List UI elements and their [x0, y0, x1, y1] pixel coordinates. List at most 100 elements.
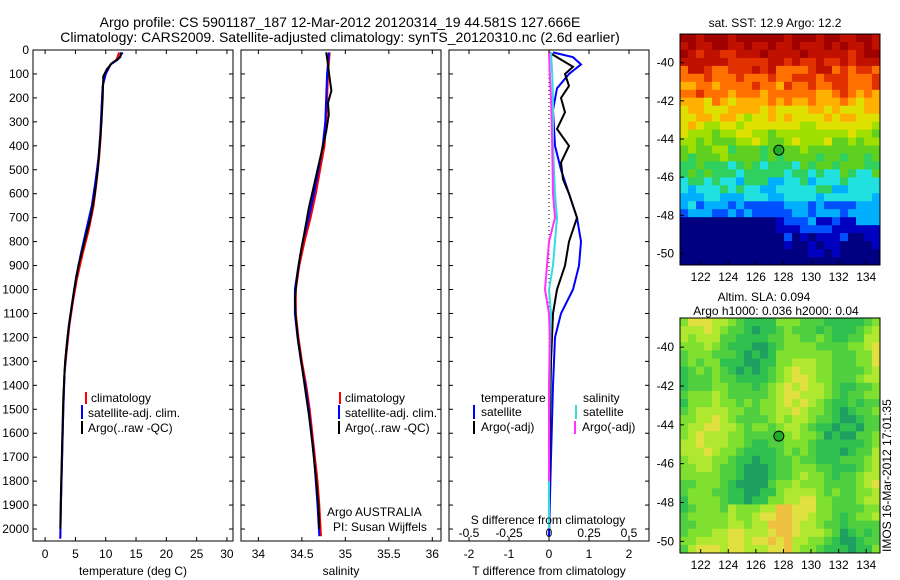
sla-cell [800, 407, 809, 416]
sla-cell [720, 431, 729, 441]
sla-cell [784, 520, 793, 530]
sla-cell [744, 342, 753, 351]
sla-cell [744, 407, 753, 416]
sst-cell [768, 105, 777, 115]
sst-cell [696, 209, 705, 218]
x-tick-label: -1 [504, 547, 515, 561]
sst-cell [688, 225, 697, 234]
sla-cell [704, 488, 713, 497]
sst-cell [808, 129, 817, 139]
imos-timestamp-caption: IMOS 16-Mar-2012 17:01:35 [880, 399, 894, 552]
sst-cell [808, 65, 817, 75]
sla-cell [840, 423, 849, 432]
sla-cell [680, 472, 689, 481]
sst-cell [760, 241, 769, 250]
series-argo-raw-qc- [59, 52, 122, 530]
sla-cell [744, 528, 753, 538]
x-tick-label: 0 [546, 547, 553, 561]
map-y-tick-label: -42 [657, 379, 675, 393]
sla-cell [744, 480, 753, 489]
sst-cell [776, 209, 785, 218]
depth-tick-label: 100 [9, 67, 29, 81]
sla-cell [864, 326, 873, 335]
map-y-tick-label: -50 [657, 534, 675, 548]
sla-cell [832, 447, 841, 457]
sla-cell [704, 536, 713, 546]
sla-cell [768, 358, 777, 368]
sla-cell [816, 334, 825, 343]
sla-cell [816, 431, 825, 441]
sst-cell [776, 193, 785, 202]
sst-cell [728, 137, 737, 147]
sla-cell [776, 382, 785, 392]
sst-cell [824, 209, 833, 218]
sla-cell [712, 407, 721, 416]
sst-cell [872, 97, 880, 107]
sla-cell [784, 326, 793, 335]
sla-cell [768, 318, 777, 327]
sla-map-title-1: Altim. SLA: 0.094 [718, 290, 811, 304]
sst-cell [848, 193, 857, 202]
s-tick-label: 0.5 [621, 526, 638, 540]
sla-cell [864, 536, 873, 546]
sst-cell [800, 97, 809, 107]
sst-cell [808, 201, 817, 210]
sla-cell [800, 334, 809, 343]
sst-cell [816, 89, 825, 99]
sst-cell [720, 169, 729, 178]
sla-cell [800, 472, 809, 481]
sst-cell [832, 129, 841, 139]
sla-cell [840, 358, 849, 368]
sla-cell [720, 439, 729, 449]
sst-cell [744, 73, 753, 83]
sst-cell [696, 121, 705, 131]
sla-cell [856, 374, 865, 384]
sla-cell [872, 447, 880, 457]
sst-cell [704, 153, 713, 163]
depth-tick-label: 2000 [2, 522, 29, 536]
sla-cell [704, 528, 713, 538]
sst-cell [744, 65, 753, 75]
sla-cell [744, 334, 753, 343]
argo-float-marker [773, 144, 785, 156]
sst-cell [704, 201, 713, 210]
sla-cell [792, 342, 801, 351]
sla-cell [728, 415, 737, 424]
sla-cell [720, 382, 729, 392]
depth-tick-label: 600 [9, 187, 29, 201]
sst-cell [824, 105, 833, 115]
sst-cell [784, 193, 793, 202]
sst-cell [808, 137, 817, 147]
sla-cell [824, 318, 833, 327]
sst-cell [696, 137, 705, 147]
sla-cell [824, 512, 833, 522]
sla-cell [872, 358, 880, 368]
sst-cell [792, 233, 801, 242]
sst-cell [728, 225, 737, 234]
sst-cell [768, 177, 777, 186]
sst-cell [816, 193, 825, 202]
sla-cell [808, 423, 817, 432]
sla-cell [848, 439, 857, 449]
sla-cell [688, 415, 697, 424]
sst-map-axes: 122 124 126 128 130 132 134-40-42-44-46-48-50 [657, 56, 877, 284]
sst-cell [840, 49, 849, 59]
sst-cell [856, 121, 865, 131]
sst-cell [816, 225, 825, 234]
sla-cell [824, 480, 833, 489]
x-axis-label: salinity [323, 564, 360, 578]
sst-cell [776, 161, 785, 170]
sla-cell [768, 399, 777, 408]
sst-cell [712, 42, 721, 51]
sla-cell [712, 423, 721, 432]
sla-cell [696, 358, 705, 368]
sla-cell [688, 463, 697, 473]
annotation-argo-australia: Argo AUSTRALIA [327, 505, 422, 519]
sst-cell [712, 153, 721, 163]
sst-cell [824, 34, 833, 43]
sst-cell [760, 145, 769, 155]
sst-cell [736, 57, 745, 67]
sst-cell [688, 129, 697, 139]
sst-cell [752, 65, 761, 75]
sst-cell [752, 169, 761, 178]
